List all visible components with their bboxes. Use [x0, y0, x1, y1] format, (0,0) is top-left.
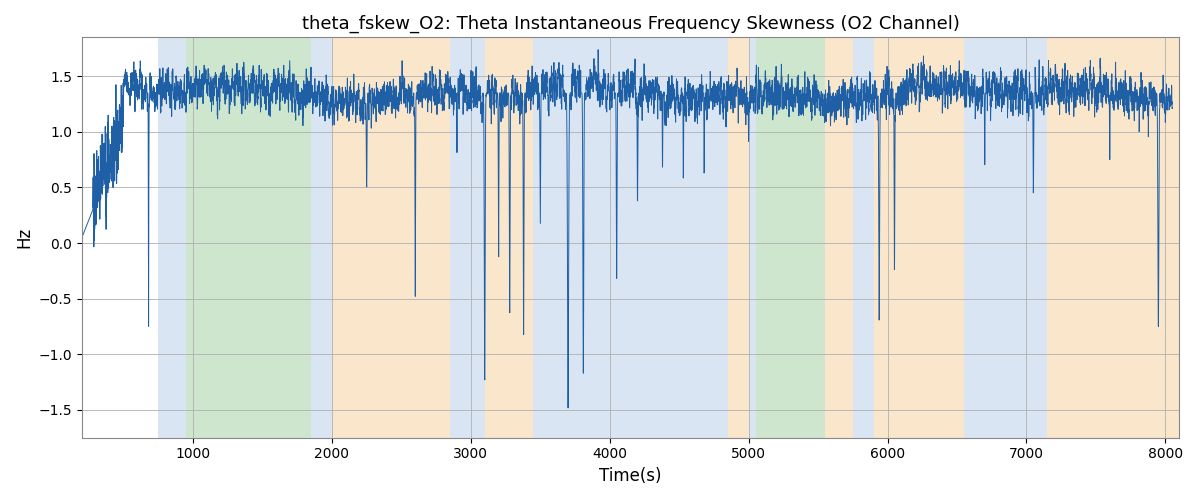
Bar [1048, 38, 1180, 438]
Bar [749, 38, 756, 438]
Bar [964, 38, 1048, 438]
Bar [853, 38, 874, 438]
Bar [756, 38, 826, 438]
Bar [533, 38, 727, 438]
Y-axis label: Hz: Hz [14, 227, 32, 248]
Bar [186, 38, 311, 438]
Bar [485, 38, 533, 438]
Bar [311, 38, 332, 438]
Bar [158, 38, 186, 438]
Title: theta_fskew_O2: Theta Instantaneous Frequency Skewness (O2 Channel): theta_fskew_O2: Theta Instantaneous Freq… [301, 15, 960, 34]
Bar [332, 38, 450, 438]
Bar [727, 38, 749, 438]
Bar [826, 38, 853, 438]
Bar [450, 38, 485, 438]
X-axis label: Time(s): Time(s) [599, 467, 662, 485]
Bar [874, 38, 964, 438]
